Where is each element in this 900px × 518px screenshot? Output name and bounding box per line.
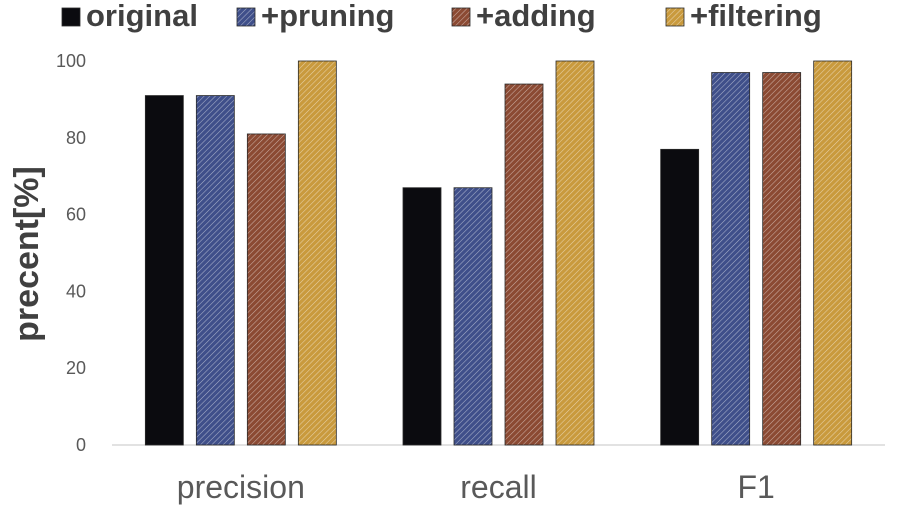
bar-adding-f1 [762, 72, 802, 446]
y-tick-label: 80 [66, 128, 86, 148]
x-tick-label: recall [460, 469, 536, 505]
legend-swatch [236, 7, 256, 27]
bar-filtering-precision [297, 60, 337, 446]
bar-original-recall [402, 187, 442, 446]
y-tick-label: 0 [76, 435, 86, 455]
bar-pruning-precision [195, 95, 235, 446]
legend-label: +pruning [261, 0, 394, 33]
legend-label: original [86, 0, 198, 33]
bar-pruning-recall [453, 187, 493, 446]
y-tick-label: 100 [56, 51, 86, 71]
bar-original-f1 [660, 148, 700, 446]
bar-adding-recall [504, 83, 544, 446]
axes: 0 20 40 60 80 100 precision recall F1 [56, 51, 885, 505]
legend: original +pruning +adding +filtering [61, 0, 822, 33]
x-tick-label: F1 [737, 469, 774, 505]
x-tick-label: precision [177, 469, 305, 505]
bar-pruning-f1 [711, 72, 751, 446]
y-tick-label: 40 [66, 281, 86, 301]
bars [144, 60, 853, 446]
y-tick-label: 20 [66, 358, 86, 378]
bar-adding-precision [246, 133, 286, 446]
legend-label: +filtering [690, 0, 822, 33]
bar-filtering-recall [555, 60, 595, 446]
bar-filtering-f1 [813, 60, 853, 446]
legend-swatch [665, 7, 685, 27]
legend-swatch [61, 7, 81, 27]
y-axis-label: precent[%] [8, 166, 46, 342]
legend-label: +adding [476, 0, 596, 33]
bar-original-precision [144, 95, 184, 446]
legend-swatch [451, 7, 471, 27]
y-tick-label: 60 [66, 205, 86, 225]
